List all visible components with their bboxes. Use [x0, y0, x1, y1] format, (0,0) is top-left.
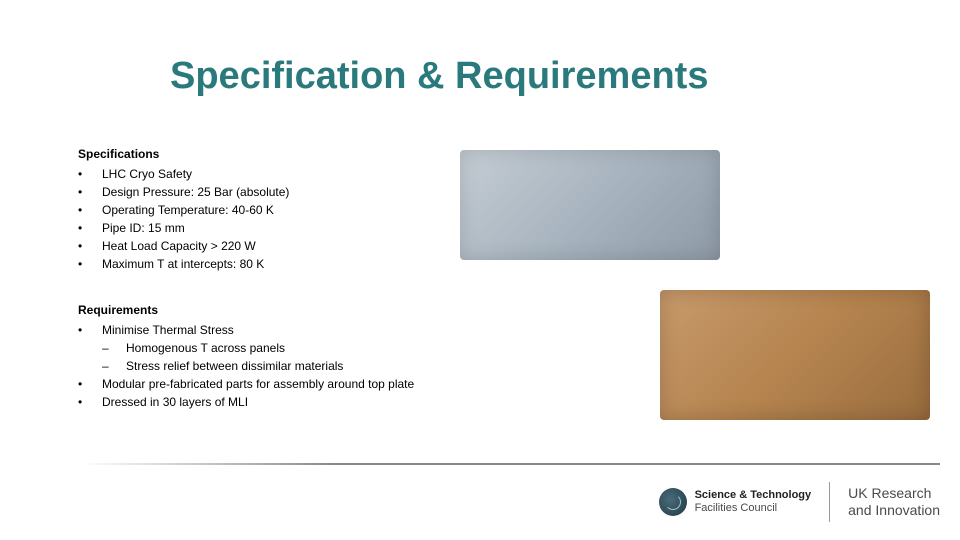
bullet-text: Minimise Thermal Stress [102, 321, 498, 339]
bullet-icon: • [78, 165, 102, 183]
req-bullet: • Minimise Thermal Stress [78, 321, 498, 339]
bullet-icon: • [78, 237, 102, 255]
ukri-text: UK Research and Innovation [848, 485, 940, 519]
subbullet-icon: – [102, 339, 126, 357]
bullet-icon: • [78, 201, 102, 219]
bullet-text: Maximum T at intercepts: 80 K [102, 255, 498, 273]
requirements-section: Requirements • Minimise Thermal Stress –… [78, 301, 498, 411]
footer: Science & Technology Facilities Council … [659, 482, 940, 522]
footer-vertical-divider [829, 482, 830, 522]
bullet-icon: • [78, 219, 102, 237]
bullet-icon: • [78, 183, 102, 201]
bullet-text: Pipe ID: 15 mm [102, 219, 498, 237]
ukri-line2: and Innovation [848, 502, 940, 518]
bullet-text: LHC Cryo Safety [102, 165, 498, 183]
subbullet-icon: – [102, 357, 126, 375]
cad-render-grey [460, 150, 720, 260]
subbullet-text: Homogenous T across panels [126, 339, 498, 357]
slide-title: Specification & Requirements [170, 55, 708, 98]
spec-bullet: • Operating Temperature: 40-60 K [78, 201, 498, 219]
bullet-text: Dressed in 30 layers of MLI [102, 393, 498, 411]
bullet-text: Operating Temperature: 40-60 K [102, 201, 498, 219]
bullet-text: Heat Load Capacity > 220 W [102, 237, 498, 255]
footer-divider-line [80, 463, 940, 465]
subbullet-text: Stress relief between dissimilar materia… [126, 357, 498, 375]
ukri-line1: UK Research [848, 485, 931, 501]
req-bullet: • Dressed in 30 layers of MLI [78, 393, 498, 411]
spec-bullet: • LHC Cryo Safety [78, 165, 498, 183]
requirements-header: Requirements [78, 301, 498, 319]
cad-render-copper [660, 290, 930, 420]
spec-bullet: • Heat Load Capacity > 220 W [78, 237, 498, 255]
req-subbullet: – Stress relief between dissimilar mater… [78, 357, 498, 375]
req-bullet: • Modular pre-fabricated parts for assem… [78, 375, 498, 393]
specifications-header: Specifications [78, 145, 498, 163]
content-area: Specifications • LHC Cryo Safety • Desig… [78, 145, 498, 411]
spec-bullet: • Pipe ID: 15 mm [78, 219, 498, 237]
bullet-text: Modular pre-fabricated parts for assembl… [102, 375, 498, 393]
specifications-section: Specifications • LHC Cryo Safety • Desig… [78, 145, 498, 273]
stfc-text: Science & Technology Facilities Council [695, 489, 812, 515]
stfc-line2: Facilities Council [695, 502, 778, 514]
stfc-logo-icon [659, 488, 687, 516]
bullet-icon: • [78, 375, 102, 393]
footer-stfc: Science & Technology Facilities Council [659, 488, 812, 516]
bullet-icon: • [78, 393, 102, 411]
spec-bullet: • Design Pressure: 25 Bar (absolute) [78, 183, 498, 201]
bullet-icon: • [78, 255, 102, 273]
req-subbullet: – Homogenous T across panels [78, 339, 498, 357]
bullet-icon: • [78, 321, 102, 339]
spec-bullet: • Maximum T at intercepts: 80 K [78, 255, 498, 273]
stfc-line1: Science & Technology [695, 489, 812, 501]
bullet-text: Design Pressure: 25 Bar (absolute) [102, 183, 498, 201]
